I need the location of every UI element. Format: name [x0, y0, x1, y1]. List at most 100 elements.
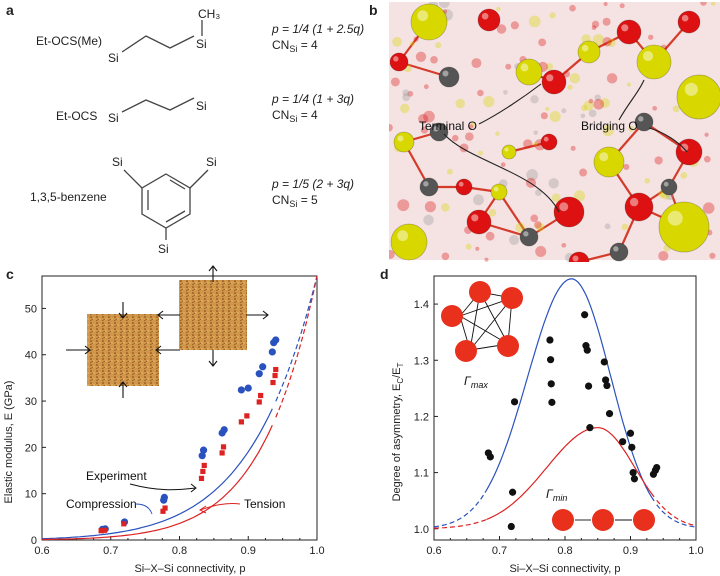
- background-atom: [549, 12, 556, 19]
- asymmetry-point: [602, 376, 610, 384]
- cn-benzene: CNSi = 5: [272, 193, 318, 209]
- background-atom: [533, 141, 538, 146]
- panel-c-label: c: [6, 266, 14, 282]
- atom-highlight: [397, 230, 409, 242]
- background-atom: [703, 202, 715, 214]
- compression-point: [198, 452, 206, 460]
- background-atom: [561, 108, 567, 114]
- background-atom: [389, 123, 393, 132]
- atom-highlight: [599, 152, 609, 162]
- background-atom: [471, 58, 482, 69]
- background-atom: [533, 130, 539, 135]
- background-atom: [700, 2, 707, 6]
- panel-b: b Terminal O Bridging O: [369, 0, 720, 262]
- background-atom: [623, 163, 630, 170]
- formula-et-ocs-me: p = 1/4 (1 + 2.5q): [271, 22, 364, 36]
- atom-highlight: [638, 116, 644, 122]
- asymmetry-point: [584, 382, 593, 390]
- molecule-name-et-ocs-me: Et-OCS(Me): [36, 34, 102, 48]
- elastic-modulus-chart: 0.6 0.7 0.8 0.9 1.0 0 10 20 30 40 50: [3, 265, 325, 575]
- c-atom: [660, 178, 678, 196]
- tension-point: [200, 468, 206, 475]
- background-atom: [509, 234, 520, 246]
- compression-point: [259, 363, 267, 371]
- atom-highlight: [663, 181, 669, 187]
- o-atom: [455, 178, 473, 196]
- tension-point: [160, 508, 166, 514]
- cn-et-ocs-me: CNSi = 4: [272, 38, 318, 54]
- atom-si: Si: [196, 99, 207, 113]
- label-terminal-o: Terminal O: [419, 119, 477, 133]
- panel-a: a Et-OCS(Me) Si Si CH₃ p = 1/4 (1 + 2.5q…: [0, 0, 380, 262]
- label-compression: Compression: [66, 497, 137, 511]
- atom-highlight: [458, 181, 464, 187]
- x-tick-label: 0.6: [426, 545, 441, 557]
- background-atom: [423, 110, 435, 123]
- background-atom: [423, 214, 434, 226]
- tension-point: [198, 475, 205, 481]
- background-atom: [451, 134, 459, 142]
- background-atom: [569, 72, 581, 84]
- background-atom: [477, 150, 484, 156]
- asymmetry-point: [507, 522, 515, 531]
- background-atom: [658, 250, 669, 262]
- gamma-min-curve-left-extrapolated: [433, 518, 487, 529]
- background-atom: [579, 168, 588, 177]
- asymmetry-point: [546, 356, 555, 364]
- background-atom: [510, 21, 519, 30]
- background-atom: [591, 25, 597, 31]
- background-atom: [561, 242, 567, 248]
- background-atom: [599, 97, 610, 108]
- gamma-max-curve-left-extrapolated: [433, 489, 487, 528]
- compression-point: [272, 336, 280, 344]
- atom-si: Si: [108, 51, 119, 65]
- o-atom: [675, 138, 703, 166]
- atom-si: Si: [112, 155, 123, 169]
- atom-si: Si: [206, 155, 217, 169]
- background-atom: [570, 145, 576, 151]
- background-atom: [483, 96, 495, 108]
- fit-curves: [41, 275, 318, 541]
- tension-fit-curve-extrapolated: [275, 275, 318, 418]
- asymmetry-point: [586, 424, 594, 432]
- o-atom: [466, 209, 492, 235]
- asymmetry-point: [583, 346, 591, 354]
- x-axis-label: Si–X–Si connectivity, p: [509, 563, 620, 575]
- asymmetry-point: [486, 453, 494, 461]
- molecule-name-135-benzene: 1,3,5-benzene: [30, 190, 107, 204]
- background-atom: [402, 89, 410, 97]
- atom-ch3: CH₃: [198, 7, 220, 21]
- atom-highlight: [493, 186, 499, 192]
- atom-highlight: [581, 44, 589, 52]
- background-atom: [654, 156, 663, 165]
- background-atom: [592, 34, 605, 46]
- data-points: [98, 336, 280, 534]
- asymmetry-point: [600, 358, 608, 366]
- compression-fit-curve: [41, 408, 273, 540]
- x-tick-label: 0.8: [557, 545, 572, 557]
- background-atom: [567, 84, 573, 90]
- asymmetry-point: [630, 475, 639, 483]
- background-atom: [538, 38, 547, 47]
- background-atom: [569, 4, 576, 12]
- fit-curves: [433, 278, 697, 529]
- tension-point: [220, 444, 227, 450]
- background-atom: [628, 126, 635, 132]
- asymmetry-point: [605, 410, 614, 418]
- background-atom: [591, 20, 600, 28]
- ticks: 0.6 0.7 0.8 0.9 1.0 1.0 1.1 1.2 1.3 1.4: [414, 299, 704, 557]
- asymmetry-chart: 0.6 0.7 0.8 0.9 1.01.01.11.21.31.4 Γ: [391, 275, 704, 575]
- atom-highlight: [504, 147, 509, 152]
- atom-highlight: [520, 63, 529, 72]
- atom-highlight: [667, 210, 683, 226]
- asymmetry-point: [628, 443, 636, 451]
- background-atom: [652, 105, 658, 111]
- atom-highlight: [680, 143, 689, 152]
- background-atom: [430, 55, 438, 64]
- background-atom: [545, 63, 554, 71]
- x-axis-label: Si–X–Si connectivity, p: [134, 563, 245, 575]
- formula-benzene: p = 1/5 (2 + 3q): [271, 177, 354, 191]
- background-atom: [488, 208, 497, 217]
- background-atom: [415, 51, 427, 62]
- atom-highlight: [572, 255, 579, 262]
